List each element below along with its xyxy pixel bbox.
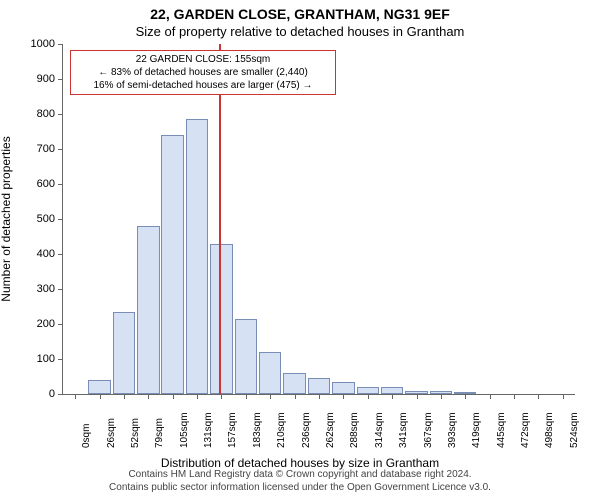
y-axis-label: Number of detached properties (0, 136, 13, 301)
x-tick-label: 131sqm (203, 412, 214, 448)
x-tick (563, 394, 564, 399)
y-tick-label: 900 (37, 73, 63, 85)
footer-line1: Contains HM Land Registry data © Crown c… (0, 468, 600, 481)
y-tick-label: 500 (37, 213, 63, 225)
x-tick-label: 0sqm (81, 424, 92, 448)
histogram-bar (259, 352, 281, 394)
x-tick (148, 394, 149, 399)
x-tick (392, 394, 393, 399)
x-tick-label: 524sqm (569, 412, 580, 448)
x-tick-label: 393sqm (447, 412, 458, 448)
y-tick-label: 700 (37, 143, 63, 155)
histogram-plot: 010020030040050060070080090010000sqm26sq… (62, 44, 575, 395)
x-tick (538, 394, 539, 399)
y-tick-label: 100 (37, 353, 63, 365)
x-tick (221, 394, 222, 399)
x-tick (75, 394, 76, 399)
y-tick-label: 400 (37, 248, 63, 260)
x-tick (343, 394, 344, 399)
x-tick-label: 236sqm (301, 412, 312, 448)
x-tick-label: 262sqm (325, 412, 336, 448)
histogram-bar (113, 312, 135, 394)
x-tick-label: 472sqm (520, 412, 531, 448)
annotation-line: ← 83% of detached houses are smaller (2,… (77, 66, 329, 79)
footer-line2: Contains public sector information licen… (0, 481, 600, 494)
footer-attribution: Contains HM Land Registry data © Crown c… (0, 468, 600, 494)
annotation-line: 16% of semi-detached houses are larger (… (77, 79, 329, 92)
x-tick (270, 394, 271, 399)
x-tick-label: 157sqm (227, 412, 238, 448)
x-tick (490, 394, 491, 399)
y-tick-label: 1000 (31, 38, 63, 50)
histogram-bar (161, 135, 183, 394)
page-subtitle: Size of property relative to detached ho… (0, 24, 600, 39)
annotation-box: 22 GARDEN CLOSE: 155sqm← 83% of detached… (70, 50, 336, 95)
x-tick-label: 26sqm (106, 418, 117, 448)
x-tick (124, 394, 125, 399)
y-tick-label: 0 (49, 388, 63, 400)
x-tick-label: 79sqm (154, 418, 165, 448)
histogram-bar (357, 387, 379, 394)
page-title-address: 22, GARDEN CLOSE, GRANTHAM, NG31 9EF (0, 6, 600, 22)
property-size-marker (219, 44, 221, 394)
x-tick-label: 105sqm (179, 412, 190, 448)
x-tick-label: 210sqm (276, 412, 287, 448)
x-tick (197, 394, 198, 399)
x-tick (100, 394, 101, 399)
x-tick (514, 394, 515, 399)
x-tick-label: 314sqm (374, 412, 385, 448)
x-tick-label: 288sqm (349, 412, 360, 448)
histogram-bar (186, 119, 208, 394)
x-tick-label: 52sqm (130, 418, 141, 448)
x-tick (368, 394, 369, 399)
x-tick-label: 183sqm (252, 412, 263, 448)
x-tick (465, 394, 466, 399)
x-tick (319, 394, 320, 399)
x-tick-label: 445sqm (496, 412, 507, 448)
y-tick-label: 300 (37, 283, 63, 295)
y-tick-label: 600 (37, 178, 63, 190)
histogram-bar (332, 382, 354, 394)
histogram-bar (381, 387, 403, 394)
x-tick-label: 419sqm (471, 412, 482, 448)
x-tick (441, 394, 442, 399)
x-tick-label: 367sqm (423, 412, 434, 448)
histogram-bar (235, 319, 257, 394)
annotation-line: 22 GARDEN CLOSE: 155sqm (77, 53, 329, 66)
x-tick (417, 394, 418, 399)
histogram-bar (308, 378, 330, 394)
y-tick-label: 800 (37, 108, 63, 120)
x-tick-label: 341sqm (398, 412, 409, 448)
x-tick (295, 394, 296, 399)
x-tick (173, 394, 174, 399)
histogram-bar (210, 244, 232, 395)
x-tick-label: 498sqm (544, 412, 555, 448)
histogram-bar (137, 226, 159, 394)
x-tick (246, 394, 247, 399)
y-tick-label: 200 (37, 318, 63, 330)
histogram-bar (88, 380, 110, 394)
histogram-bar (283, 373, 305, 394)
